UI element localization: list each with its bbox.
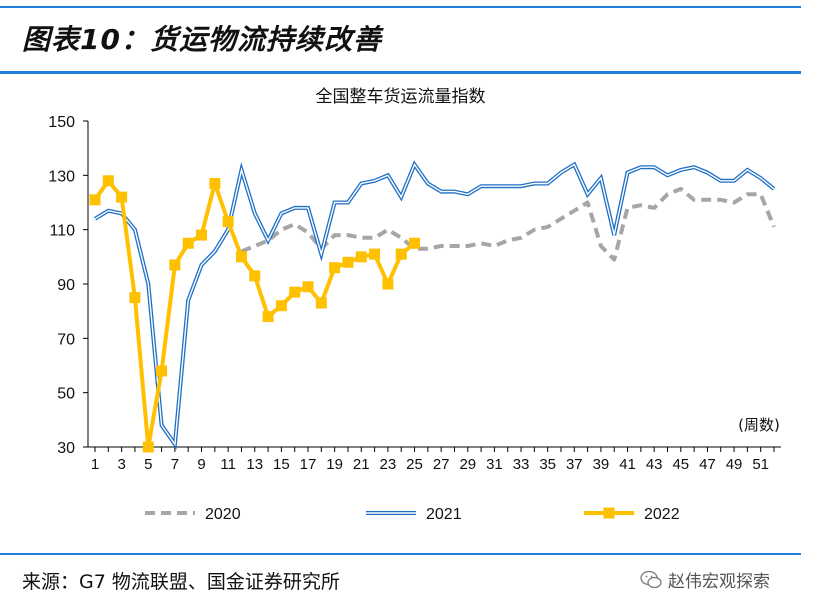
series-2022-marker (209, 177, 221, 189)
x-tick-label: 13 (246, 456, 263, 473)
source-note: 来源：G7 物流联盟、国金证券研究所 (22, 571, 340, 593)
x-tick-label: 7 (171, 456, 179, 473)
series-2022-marker (222, 216, 234, 228)
x-axis-label: (周数) (738, 416, 780, 434)
y-tick-label: 130 (48, 168, 75, 185)
legend-label-2021: 2021 (426, 506, 462, 523)
title-rule (0, 71, 801, 74)
watermark-text: 赵伟宏观探索 (668, 572, 770, 592)
series-2022-marker (129, 292, 141, 304)
x-tick-label: 9 (197, 456, 205, 473)
x-tick-label: 35 (539, 456, 556, 473)
y-tick-label: 90 (57, 277, 75, 294)
x-tick-label: 17 (300, 456, 317, 473)
x-tick-label: 21 (353, 456, 370, 473)
series-2022-marker (235, 251, 247, 263)
series-2022-marker (369, 248, 381, 260)
wechat-icon (640, 570, 662, 588)
x-tick-label: 25 (406, 456, 423, 473)
series-2022-marker (382, 278, 394, 290)
series-2022-marker (249, 270, 261, 282)
series-2022-marker (89, 194, 101, 206)
x-tick-label: 47 (699, 456, 716, 473)
series-2022-marker (302, 281, 314, 293)
watermark: 赵伟宏观探索 (640, 567, 770, 592)
series-2022-marker (355, 251, 367, 263)
top-rule (0, 6, 801, 8)
x-tick-label: 45 (672, 456, 689, 473)
series-2022-marker (169, 259, 181, 271)
series-2022-marker (102, 175, 114, 187)
y-tick-label: 70 (57, 331, 75, 348)
series-2022-marker (409, 237, 421, 249)
x-tick-label: 37 (566, 456, 583, 473)
x-tick-label: 39 (593, 456, 610, 473)
x-tick-label: 33 (513, 456, 530, 473)
x-tick-label: 11 (220, 456, 236, 473)
series-2022-marker (182, 237, 194, 249)
x-tick-label: 43 (646, 456, 663, 473)
x-tick-label: 31 (486, 456, 503, 473)
y-tick-label: 110 (49, 223, 75, 240)
x-tick-label: 41 (619, 456, 636, 473)
x-tick-label: 29 (459, 456, 476, 473)
series-2022-marker (196, 229, 208, 241)
series-2022-marker (315, 297, 327, 309)
figure-title: 图表10：货运物流持续改善 (22, 23, 382, 56)
x-tick-label: 49 (726, 456, 743, 473)
x-tick-label: 1 (91, 456, 99, 473)
y-tick-label: 150 (48, 114, 75, 131)
chart-title: 全国整车货运流量指数 (315, 87, 486, 107)
x-tick-label: 3 (117, 456, 125, 473)
series-2022-marker (142, 441, 154, 453)
x-tick-label: 15 (273, 456, 290, 473)
series-2022-marker (156, 365, 168, 377)
series-2022-marker (329, 262, 341, 274)
x-tick-label: 27 (433, 456, 450, 473)
legend-label-2020: 2020 (205, 506, 241, 523)
series-2021-line (93, 160, 776, 450)
series-2022-marker (289, 286, 301, 298)
y-tick-label: 30 (57, 440, 75, 457)
series-2022-marker (342, 256, 354, 268)
series-2022-marker (262, 311, 274, 323)
bottom-rule (0, 553, 801, 555)
y-tick-label: 50 (57, 386, 75, 403)
series-2021-line-inner (94, 163, 775, 447)
x-tick-label: 5 (144, 456, 152, 473)
x-tick-label: 23 (380, 456, 397, 473)
legend-label-2022: 2022 (644, 506, 680, 523)
legend-swatch-2022-marker (603, 507, 615, 519)
x-tick-label: 51 (752, 456, 769, 473)
series-2022-marker (395, 248, 407, 260)
x-tick-label: 19 (326, 456, 343, 473)
series-2022-line (93, 178, 416, 449)
series-2022-marker (116, 191, 128, 203)
series-2022-marker (275, 300, 287, 312)
